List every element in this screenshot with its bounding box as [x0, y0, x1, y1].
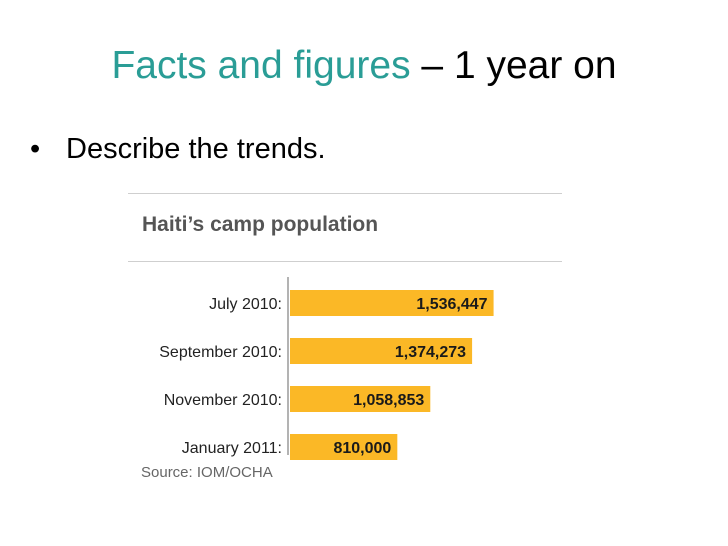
category-label: July 2010:: [209, 296, 282, 313]
bar-value-label: 1,374,273: [395, 344, 466, 361]
bar: [290, 290, 494, 316]
category-label: September 2010:: [159, 344, 282, 361]
chart-top-rule: [128, 193, 562, 194]
bar: [290, 338, 473, 364]
bar: [290, 434, 398, 460]
bar-value-label: 1,058,853: [353, 392, 424, 409]
category-label: November 2010:: [164, 392, 282, 409]
slide-title-accent: Facts and figures: [111, 44, 411, 87]
slide-title: Facts and figures – 1 year on: [0, 44, 728, 88]
slide-title-rest: – 1 year on: [410, 44, 617, 87]
bar: [290, 386, 431, 412]
chart-panel: Haiti’s camp population July 2010: 1,536,…: [128, 193, 562, 490]
bar-value-label: 810,000: [333, 440, 391, 457]
bar-value-label: 1,536,447: [416, 296, 487, 313]
chart-title: Haiti’s camp population: [142, 213, 379, 236]
bullet-text: Describe the trends.: [66, 133, 326, 165]
category-label: January 2011:: [182, 440, 282, 457]
chart-title-rule: [128, 261, 562, 262]
chart-source: Source: IOM/OCHA: [141, 464, 273, 481]
bullet-item: • Describe the trends.: [30, 133, 326, 166]
bullet-icon: •: [30, 133, 41, 165]
bar-chart: July 2010: 1,536,447 September 2010: 1,374,…: [159, 277, 494, 460]
